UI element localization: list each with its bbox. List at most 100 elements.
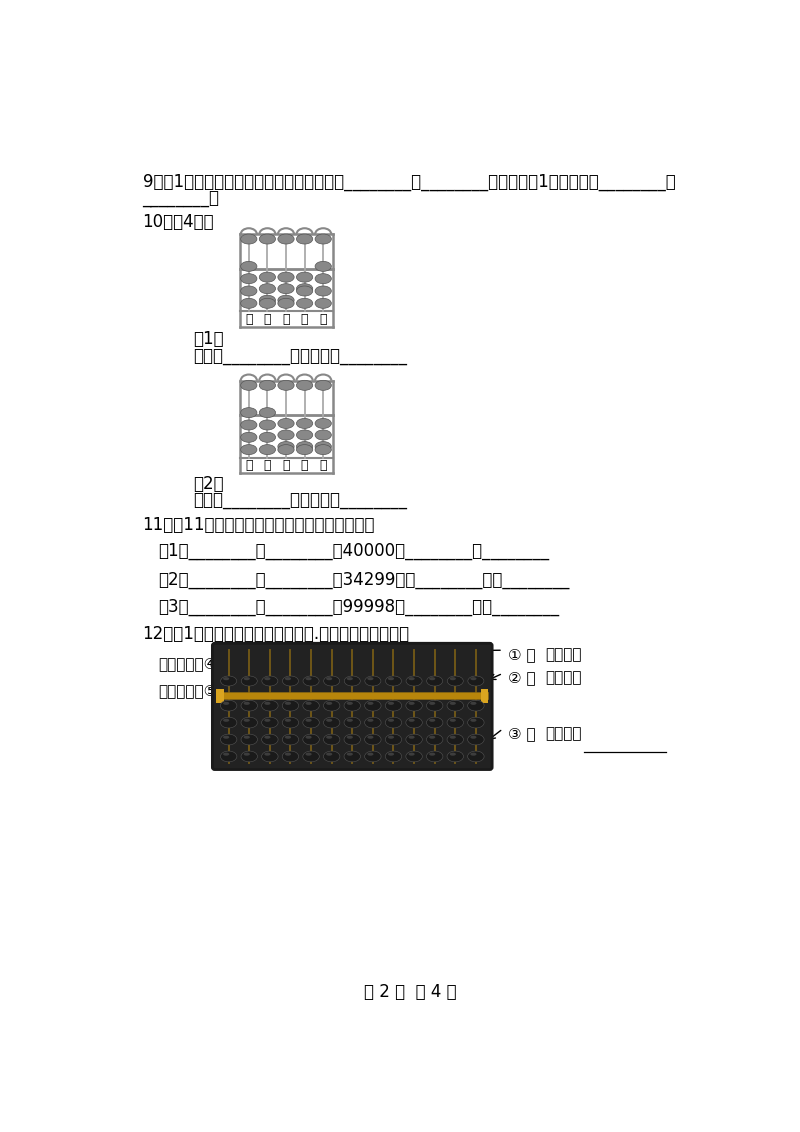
Ellipse shape: [315, 430, 331, 440]
Ellipse shape: [297, 286, 313, 295]
Ellipse shape: [241, 380, 257, 391]
Ellipse shape: [221, 735, 237, 745]
Ellipse shape: [344, 735, 361, 745]
Ellipse shape: [241, 286, 257, 295]
Ellipse shape: [221, 718, 237, 728]
Bar: [216, 688, 224, 703]
Ellipse shape: [326, 719, 332, 722]
Ellipse shape: [447, 718, 463, 728]
Ellipse shape: [447, 676, 463, 686]
Ellipse shape: [264, 719, 270, 722]
Text: 千: 千: [264, 458, 271, 472]
Ellipse shape: [264, 736, 270, 739]
Ellipse shape: [323, 718, 340, 728]
Ellipse shape: [303, 718, 319, 728]
Ellipse shape: [297, 445, 313, 455]
Ellipse shape: [386, 751, 402, 762]
Ellipse shape: [259, 295, 275, 306]
Ellipse shape: [221, 751, 237, 762]
Ellipse shape: [426, 701, 443, 711]
Ellipse shape: [278, 441, 294, 452]
Ellipse shape: [315, 445, 331, 455]
Ellipse shape: [259, 432, 275, 443]
Ellipse shape: [470, 753, 477, 756]
Ellipse shape: [223, 677, 230, 680]
Ellipse shape: [406, 676, 422, 686]
Ellipse shape: [297, 380, 313, 391]
Ellipse shape: [447, 751, 463, 762]
Ellipse shape: [315, 274, 331, 284]
Ellipse shape: [297, 299, 313, 308]
Ellipse shape: [259, 420, 275, 430]
Ellipse shape: [388, 719, 394, 722]
Ellipse shape: [346, 736, 353, 739]
Text: 11．（11分）写出下面各数前后相邻的两个数。: 11．（11分）写出下面各数前后相邻的两个数。: [142, 516, 375, 534]
Text: 写作：________　　读作：________: 写作：________ 读作：________: [193, 491, 407, 509]
Ellipse shape: [282, 735, 298, 745]
Ellipse shape: [323, 701, 340, 711]
Ellipse shape: [221, 676, 237, 686]
Ellipse shape: [409, 719, 414, 722]
Text: ）: ）: [546, 648, 582, 662]
Ellipse shape: [346, 677, 353, 680]
Ellipse shape: [297, 441, 313, 452]
Ellipse shape: [278, 272, 294, 282]
Ellipse shape: [426, 735, 443, 745]
Text: 写作：________　　读作：________: 写作：________ 读作：________: [193, 348, 407, 366]
Text: ________。: ________。: [142, 190, 220, 208]
Ellipse shape: [326, 677, 332, 680]
Ellipse shape: [315, 441, 331, 452]
Ellipse shape: [344, 701, 361, 711]
Ellipse shape: [303, 751, 319, 762]
Ellipse shape: [241, 420, 257, 430]
Ellipse shape: [278, 430, 294, 440]
Text: （2）: （2）: [193, 474, 224, 492]
Ellipse shape: [303, 701, 319, 711]
Ellipse shape: [346, 753, 353, 756]
Ellipse shape: [241, 408, 257, 418]
Ellipse shape: [278, 295, 294, 306]
Ellipse shape: [406, 701, 422, 711]
Ellipse shape: [388, 677, 394, 680]
Ellipse shape: [388, 702, 394, 705]
Text: 百: 百: [282, 312, 290, 326]
Ellipse shape: [241, 261, 257, 272]
Ellipse shape: [262, 701, 278, 711]
Ellipse shape: [285, 702, 291, 705]
Ellipse shape: [367, 719, 374, 722]
Ellipse shape: [241, 751, 258, 762]
Text: 12．（1分）写出算盘上各部分名称.（按照序号顺序写）: 12．（1分）写出算盘上各部分名称.（按照序号顺序写）: [142, 625, 410, 643]
Text: ）: ）: [546, 726, 582, 740]
Ellipse shape: [259, 299, 275, 308]
Ellipse shape: [450, 753, 456, 756]
Ellipse shape: [241, 299, 257, 308]
Text: （　　　）④: （ ）④: [158, 657, 218, 671]
Ellipse shape: [409, 736, 414, 739]
Ellipse shape: [259, 284, 275, 293]
Ellipse shape: [344, 718, 361, 728]
Ellipse shape: [262, 735, 278, 745]
Ellipse shape: [365, 751, 381, 762]
Ellipse shape: [315, 286, 331, 295]
Text: 万: 万: [245, 312, 253, 326]
Ellipse shape: [450, 719, 456, 722]
Ellipse shape: [285, 753, 291, 756]
Ellipse shape: [306, 753, 312, 756]
Text: ）: ）: [546, 670, 582, 685]
Ellipse shape: [468, 676, 484, 686]
Ellipse shape: [365, 735, 381, 745]
Ellipse shape: [241, 718, 258, 728]
Text: ② （: ② （: [509, 670, 536, 685]
Ellipse shape: [259, 445, 275, 455]
Ellipse shape: [388, 753, 394, 756]
Ellipse shape: [264, 753, 270, 756]
Ellipse shape: [315, 419, 331, 428]
Text: 十: 十: [301, 312, 308, 326]
Ellipse shape: [297, 234, 313, 245]
Ellipse shape: [278, 445, 294, 455]
Ellipse shape: [367, 702, 374, 705]
Text: （2）________，________，34299、　________　，________: （2）________，________，34299、 ________ ，__…: [158, 571, 570, 589]
Ellipse shape: [315, 234, 331, 245]
Ellipse shape: [285, 736, 291, 739]
Ellipse shape: [367, 753, 374, 756]
